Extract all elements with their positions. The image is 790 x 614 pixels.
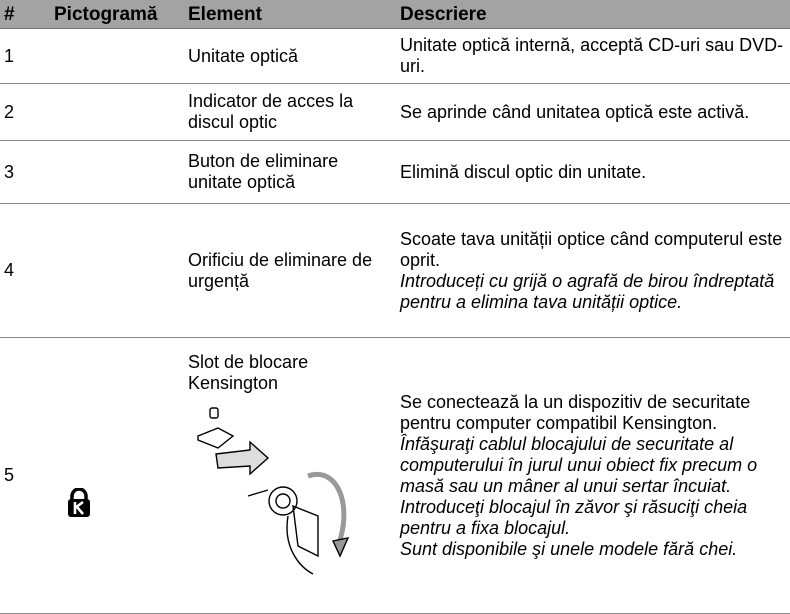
column-header: Element xyxy=(184,0,396,29)
pictogram-cell xyxy=(50,140,184,204)
row-number: 1 xyxy=(0,28,50,84)
column-header: Descriere xyxy=(396,0,790,29)
pictogram-cell xyxy=(50,28,184,84)
description-cell: Unitate optică internă, acceptă CD-uri s… xyxy=(396,28,790,84)
row-number: 5 xyxy=(0,337,50,614)
description: Elimină discul optic din unitate. xyxy=(400,161,647,182)
kensington-icon xyxy=(68,487,90,517)
description-cell: Elimină discul optic din unitate. xyxy=(396,140,790,204)
table-body: 1 Unitate optică Unitate optică internă, a… xyxy=(0,28,790,614)
element-cell: Orificiu de eliminare de urgență xyxy=(184,203,396,338)
note: Introduceţi blocajul în zăvor şi răsuciţ… xyxy=(400,496,748,538)
element-name: Indicator de acces la discul optic xyxy=(188,91,354,132)
element-name: Buton de eliminare unitate optică xyxy=(188,151,339,192)
element-cell: Indicator de acces la discul optic xyxy=(184,83,396,141)
description-cell: Scoate tava unității optice când compute… xyxy=(396,203,790,338)
column-header: # xyxy=(0,0,50,29)
table-row: 2 Indicator de acces la discul optic Se ap… xyxy=(0,83,790,141)
pictogram-cell xyxy=(50,83,184,141)
kensington-illustration xyxy=(197,407,350,575)
table-row: 4 Orificiu de eliminare de urgență Scoate … xyxy=(0,203,790,338)
row-number: 2 xyxy=(0,83,50,141)
table-row: 1 Unitate optică Unitate optică internă, a… xyxy=(0,28,790,84)
element-name: Slot de blocare Kensington xyxy=(188,352,309,393)
pictogram-cell xyxy=(50,337,184,614)
description: Se conectează la un dispozitiv de securi… xyxy=(400,391,751,433)
column-header: Pictogramă xyxy=(50,0,184,29)
note: Introduceți cu grijă o agrafă de birou î… xyxy=(400,270,775,312)
row-number: 3 xyxy=(0,140,50,204)
description: Scoate tava unității optice când compute… xyxy=(400,228,783,270)
description: Unitate optică internă, acceptă CD-uri s… xyxy=(400,35,784,76)
description-cell: Se aprinde când unitatea optică este act… xyxy=(396,83,790,141)
header-row: # Pictogramă Element Descriere xyxy=(0,0,790,29)
element-name: Unitate optică xyxy=(188,45,299,66)
table-row: 3 Buton de eliminare unitate optică Elimin… xyxy=(0,140,790,204)
table-row: 5 Slot de blocare Kensington Se conectează… xyxy=(0,337,790,614)
element-cell: Slot de blocare Kensington xyxy=(184,337,396,614)
element-cell: Unitate optică xyxy=(184,28,396,84)
element-name: Orificiu de eliminare de urgență xyxy=(188,249,373,291)
pictogram-cell xyxy=(50,203,184,338)
note: Înfăşuraţi cablul blocajului de securita… xyxy=(400,433,758,496)
description: Se aprinde când unitatea optică este act… xyxy=(400,101,750,122)
description-cell: Se conectează la un dispozitiv de securi… xyxy=(396,337,790,614)
row-number: 4 xyxy=(0,203,50,338)
note: Sunt disponibile şi unele modele fără ch… xyxy=(400,538,738,559)
element-cell: Buton de eliminare unitate optică xyxy=(184,140,396,204)
